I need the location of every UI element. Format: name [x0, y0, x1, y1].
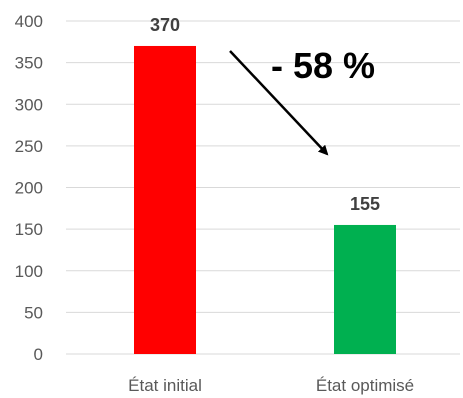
y-tick-label: 250 — [15, 137, 43, 156]
x-category-label: État optimisé — [316, 376, 414, 395]
data-labels: 370 155 — [150, 15, 380, 214]
y-tick-label: 100 — [15, 262, 43, 281]
decrease-annotation: - 58 % — [271, 45, 375, 86]
y-tick-label: 0 — [34, 345, 43, 364]
y-tick-label: 350 — [15, 54, 43, 73]
y-tick-label: 50 — [24, 303, 43, 322]
y-tick-label: 150 — [15, 220, 43, 239]
bar — [334, 224, 396, 354]
bar — [134, 45, 196, 354]
annotation: - 58 % — [229, 45, 375, 156]
y-tick-label: 200 — [15, 179, 43, 198]
x-axis-category-labels: État initial État optimisé — [128, 376, 414, 395]
y-axis-tick-labels: 0 50 100 150 200 250 300 350 400 — [15, 12, 43, 364]
data-label: 155 — [350, 194, 380, 214]
bars — [134, 45, 396, 354]
y-tick-label: 400 — [15, 12, 43, 31]
gridlines — [66, 20, 460, 355]
y-tick-label: 300 — [15, 95, 43, 114]
x-category-label: État initial — [128, 376, 202, 395]
decrease-arrow — [229, 50, 329, 156]
data-label: 370 — [150, 15, 180, 35]
